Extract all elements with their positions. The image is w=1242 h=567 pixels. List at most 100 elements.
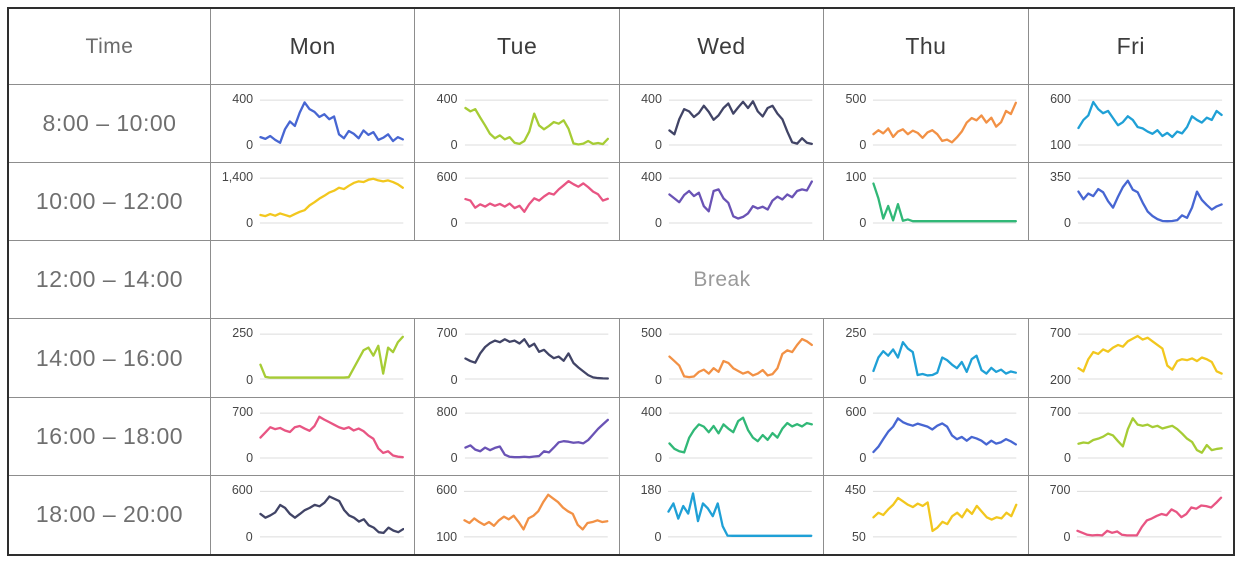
y-min-label: 0 xyxy=(859,450,867,465)
y-min-label: 0 xyxy=(859,216,867,231)
chart-cell-tue-0800: 400 0 xyxy=(415,85,620,164)
y-axis-labels: 400 0 xyxy=(626,91,668,154)
sparkline-chart xyxy=(1077,169,1223,232)
sparkline-chart xyxy=(1076,482,1223,546)
y-min-label: 0 xyxy=(654,529,662,544)
sparkline-chart xyxy=(667,482,813,546)
y-axis-labels: 700 200 xyxy=(1035,325,1077,388)
y-max-label: 180 xyxy=(640,482,662,497)
y-min-label: 0 xyxy=(654,372,662,387)
sparkline-chart xyxy=(464,169,609,232)
chart-cell-fri-1000: 350 0 xyxy=(1028,163,1233,242)
y-axis-labels: 700 0 xyxy=(1035,404,1077,467)
sparkline-chart xyxy=(668,404,813,467)
sparkline-chart xyxy=(872,169,1017,232)
y-max-label: 600 xyxy=(436,482,458,497)
sparkline-chart xyxy=(668,91,813,154)
sparkline-chart xyxy=(1077,404,1223,467)
column-header-wed: Wed xyxy=(619,9,825,85)
y-max-label: 250 xyxy=(845,326,867,341)
y-max-label: 500 xyxy=(641,326,662,341)
chart-cell-fri-0800: 600 100 xyxy=(1028,85,1233,164)
chart-cell-tue-1000: 600 0 xyxy=(415,163,620,242)
chart-cell-fri-1600: 700 0 xyxy=(1028,398,1233,476)
chart-cell-fri-1800: 700 0 xyxy=(1029,476,1233,554)
time-slot-1800-2000: 18:00 – 20:00 xyxy=(9,475,211,554)
y-max-label: 250 xyxy=(232,326,254,341)
y-min-label: 50 xyxy=(851,529,866,544)
y-min-label: 100 xyxy=(1050,138,1071,153)
y-min-label: 0 xyxy=(859,372,867,387)
sparkline-chart xyxy=(872,482,1018,546)
y-max-label: 700 xyxy=(1050,404,1071,419)
time-slot-1000-1200: 10:00 – 12:00 xyxy=(9,163,211,242)
y-max-label: 600 xyxy=(231,482,253,497)
sparkline-chart xyxy=(463,482,609,546)
chart-cell-mon-1400: 250 0 xyxy=(211,319,416,398)
y-min-label: 0 xyxy=(1063,529,1071,544)
column-header-tue: Tue xyxy=(415,9,620,85)
chart-cell-tue-1400: 700 0 xyxy=(415,319,620,398)
break-cell: Break xyxy=(211,241,1233,320)
weekly-schedule-table: Time Mon Tue Wed Thu Fri 8:00 – 10:00 40… xyxy=(7,7,1235,556)
y-axis-labels: 400 0 xyxy=(217,91,259,154)
sparkline-chart xyxy=(464,404,609,467)
chart-cell-mon-1000: 1,400 0 xyxy=(211,163,416,242)
y-axis-labels: 100 0 xyxy=(830,169,872,232)
y-min-label: 0 xyxy=(654,450,662,465)
y-min-label: 0 xyxy=(859,138,867,153)
sparkline-chart xyxy=(259,482,405,546)
sparkline-chart xyxy=(668,325,813,388)
y-axis-labels: 500 0 xyxy=(626,325,668,388)
chart-cell-thu-1000: 100 0 xyxy=(824,163,1029,242)
y-axis-labels: 1,400 0 xyxy=(217,169,259,232)
y-max-label: 400 xyxy=(641,404,662,419)
chart-cell-thu-1800: 450 50 xyxy=(824,475,1029,554)
y-min-label: 0 xyxy=(450,372,458,387)
y-min-label: 100 xyxy=(436,529,458,544)
y-max-label: 600 xyxy=(845,404,867,419)
y-max-label: 600 xyxy=(1050,92,1071,106)
sparkline-chart xyxy=(259,169,404,232)
y-axis-labels: 700 0 xyxy=(217,404,259,467)
y-max-label: 100 xyxy=(845,170,867,185)
y-min-label: 0 xyxy=(246,450,254,465)
chart-cell-thu-1600: 600 0 xyxy=(824,397,1029,476)
time-slot-0800-1000: 8:00 – 10:00 xyxy=(9,85,211,164)
y-axis-labels: 600 0 xyxy=(830,404,872,467)
y-axis-labels: 500 0 xyxy=(830,91,872,154)
sparkline-chart xyxy=(872,404,1017,467)
sparkline-chart xyxy=(464,325,609,388)
y-axis-labels: 400 0 xyxy=(626,404,668,467)
y-axis-labels: 600 100 xyxy=(421,482,463,546)
y-max-label: 700 xyxy=(232,404,254,419)
y-max-label: 350 xyxy=(1050,170,1071,185)
y-axis-labels: 350 0 xyxy=(1035,169,1077,232)
y-min-label: 200 xyxy=(1050,372,1071,387)
chart-cell-wed-1000: 400 0 xyxy=(619,163,825,242)
y-max-label: 400 xyxy=(232,92,254,106)
chart-cell-mon-1800: 600 0 xyxy=(211,475,416,554)
y-min-label: 0 xyxy=(246,138,254,153)
chart-cell-wed-1800: 180 0 xyxy=(620,475,825,554)
chart-cell-thu-1400: 250 0 xyxy=(824,319,1029,398)
y-max-label: 700 xyxy=(1050,326,1071,341)
y-axis-labels: 180 0 xyxy=(626,482,668,546)
y-max-label: 500 xyxy=(845,92,867,106)
y-min-label: 0 xyxy=(450,450,458,465)
y-max-label: 400 xyxy=(641,92,662,106)
chart-cell-wed-1600: 400 0 xyxy=(619,397,825,476)
chart-cell-mon-0800: 400 0 xyxy=(211,85,416,164)
y-max-label: 600 xyxy=(436,170,458,185)
column-header-mon: Mon xyxy=(211,9,416,85)
chart-cell-tue-1600: 800 0 xyxy=(415,397,620,476)
y-axis-labels: 700 0 xyxy=(1035,482,1077,546)
sparkline-chart xyxy=(1077,325,1223,388)
sparkline-chart xyxy=(259,404,404,467)
y-min-label: 0 xyxy=(654,138,662,153)
sparkline-chart xyxy=(872,325,1017,388)
y-axis-labels: 400 0 xyxy=(421,91,463,154)
y-axis-labels: 600 0 xyxy=(421,169,463,232)
sparkline-chart xyxy=(464,91,609,154)
column-header-thu: Thu xyxy=(824,9,1029,85)
